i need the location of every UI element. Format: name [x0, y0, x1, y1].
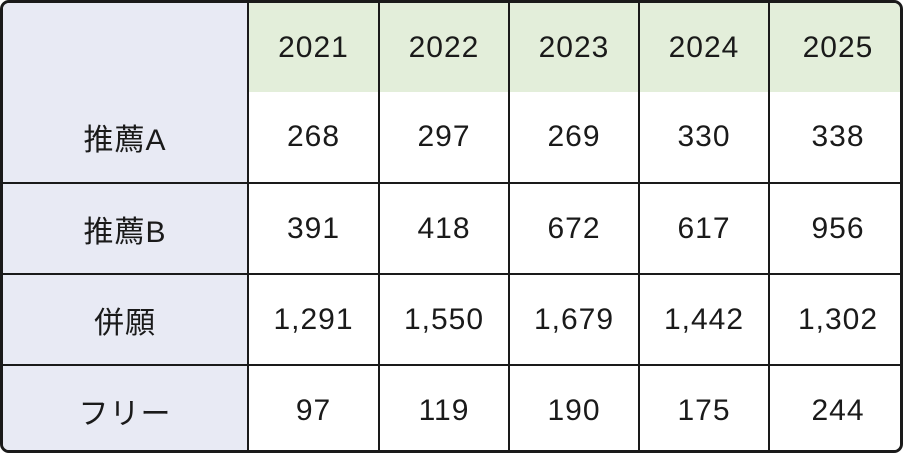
column-header-2025: 2025	[768, 3, 900, 92]
cell-value: 175	[638, 364, 770, 450]
row-label-suisen-b: 推薦B	[3, 182, 249, 275]
table-row: 推薦B 391 418 672 617 956	[3, 182, 900, 275]
cell-value: 1,679	[508, 273, 640, 366]
cell-value: 418	[378, 182, 510, 275]
column-header-2021: 2021	[247, 3, 380, 92]
cell-value: 330	[638, 92, 770, 184]
column-header-2024: 2024	[638, 3, 770, 92]
cell-value: 268	[247, 92, 380, 184]
admissions-year-table: 2021 2022 2023 2024 2025 推薦A 268 297 269…	[3, 3, 900, 450]
cell-value: 1,550	[378, 273, 510, 366]
table-row: フリー 97 119 190 175 244	[3, 364, 900, 450]
cell-value: 190	[508, 364, 640, 450]
cell-value: 617	[638, 182, 770, 275]
header-row: 2021 2022 2023 2024 2025	[3, 3, 900, 92]
cell-value: 297	[378, 92, 510, 184]
row-label-free: フリー	[3, 364, 249, 450]
cell-value-highlight: 244	[768, 364, 900, 450]
row-label-suisen-a: 推薦A	[3, 92, 249, 184]
cell-value-highlight: 956	[768, 182, 900, 275]
column-header-2022: 2022	[378, 3, 510, 92]
cell-value: 1,442	[638, 273, 770, 366]
corner-cell	[3, 3, 249, 92]
table-row: 併願 1,291 1,550 1,679 1,442 1,302	[3, 273, 900, 366]
column-header-2023: 2023	[508, 3, 640, 92]
cell-value: 1,291	[247, 273, 380, 366]
cell-value: 269	[508, 92, 640, 184]
cell-value: 672	[508, 182, 640, 275]
cell-value: 119	[378, 364, 510, 450]
cell-value: 391	[247, 182, 380, 275]
cell-value-highlight: 338	[768, 92, 900, 184]
cell-value-highlight: 1,302	[768, 273, 900, 366]
row-label-heigan: 併願	[3, 273, 249, 366]
table-row: 推薦A 268 297 269 330 338	[3, 92, 900, 184]
cell-value: 97	[247, 364, 380, 450]
